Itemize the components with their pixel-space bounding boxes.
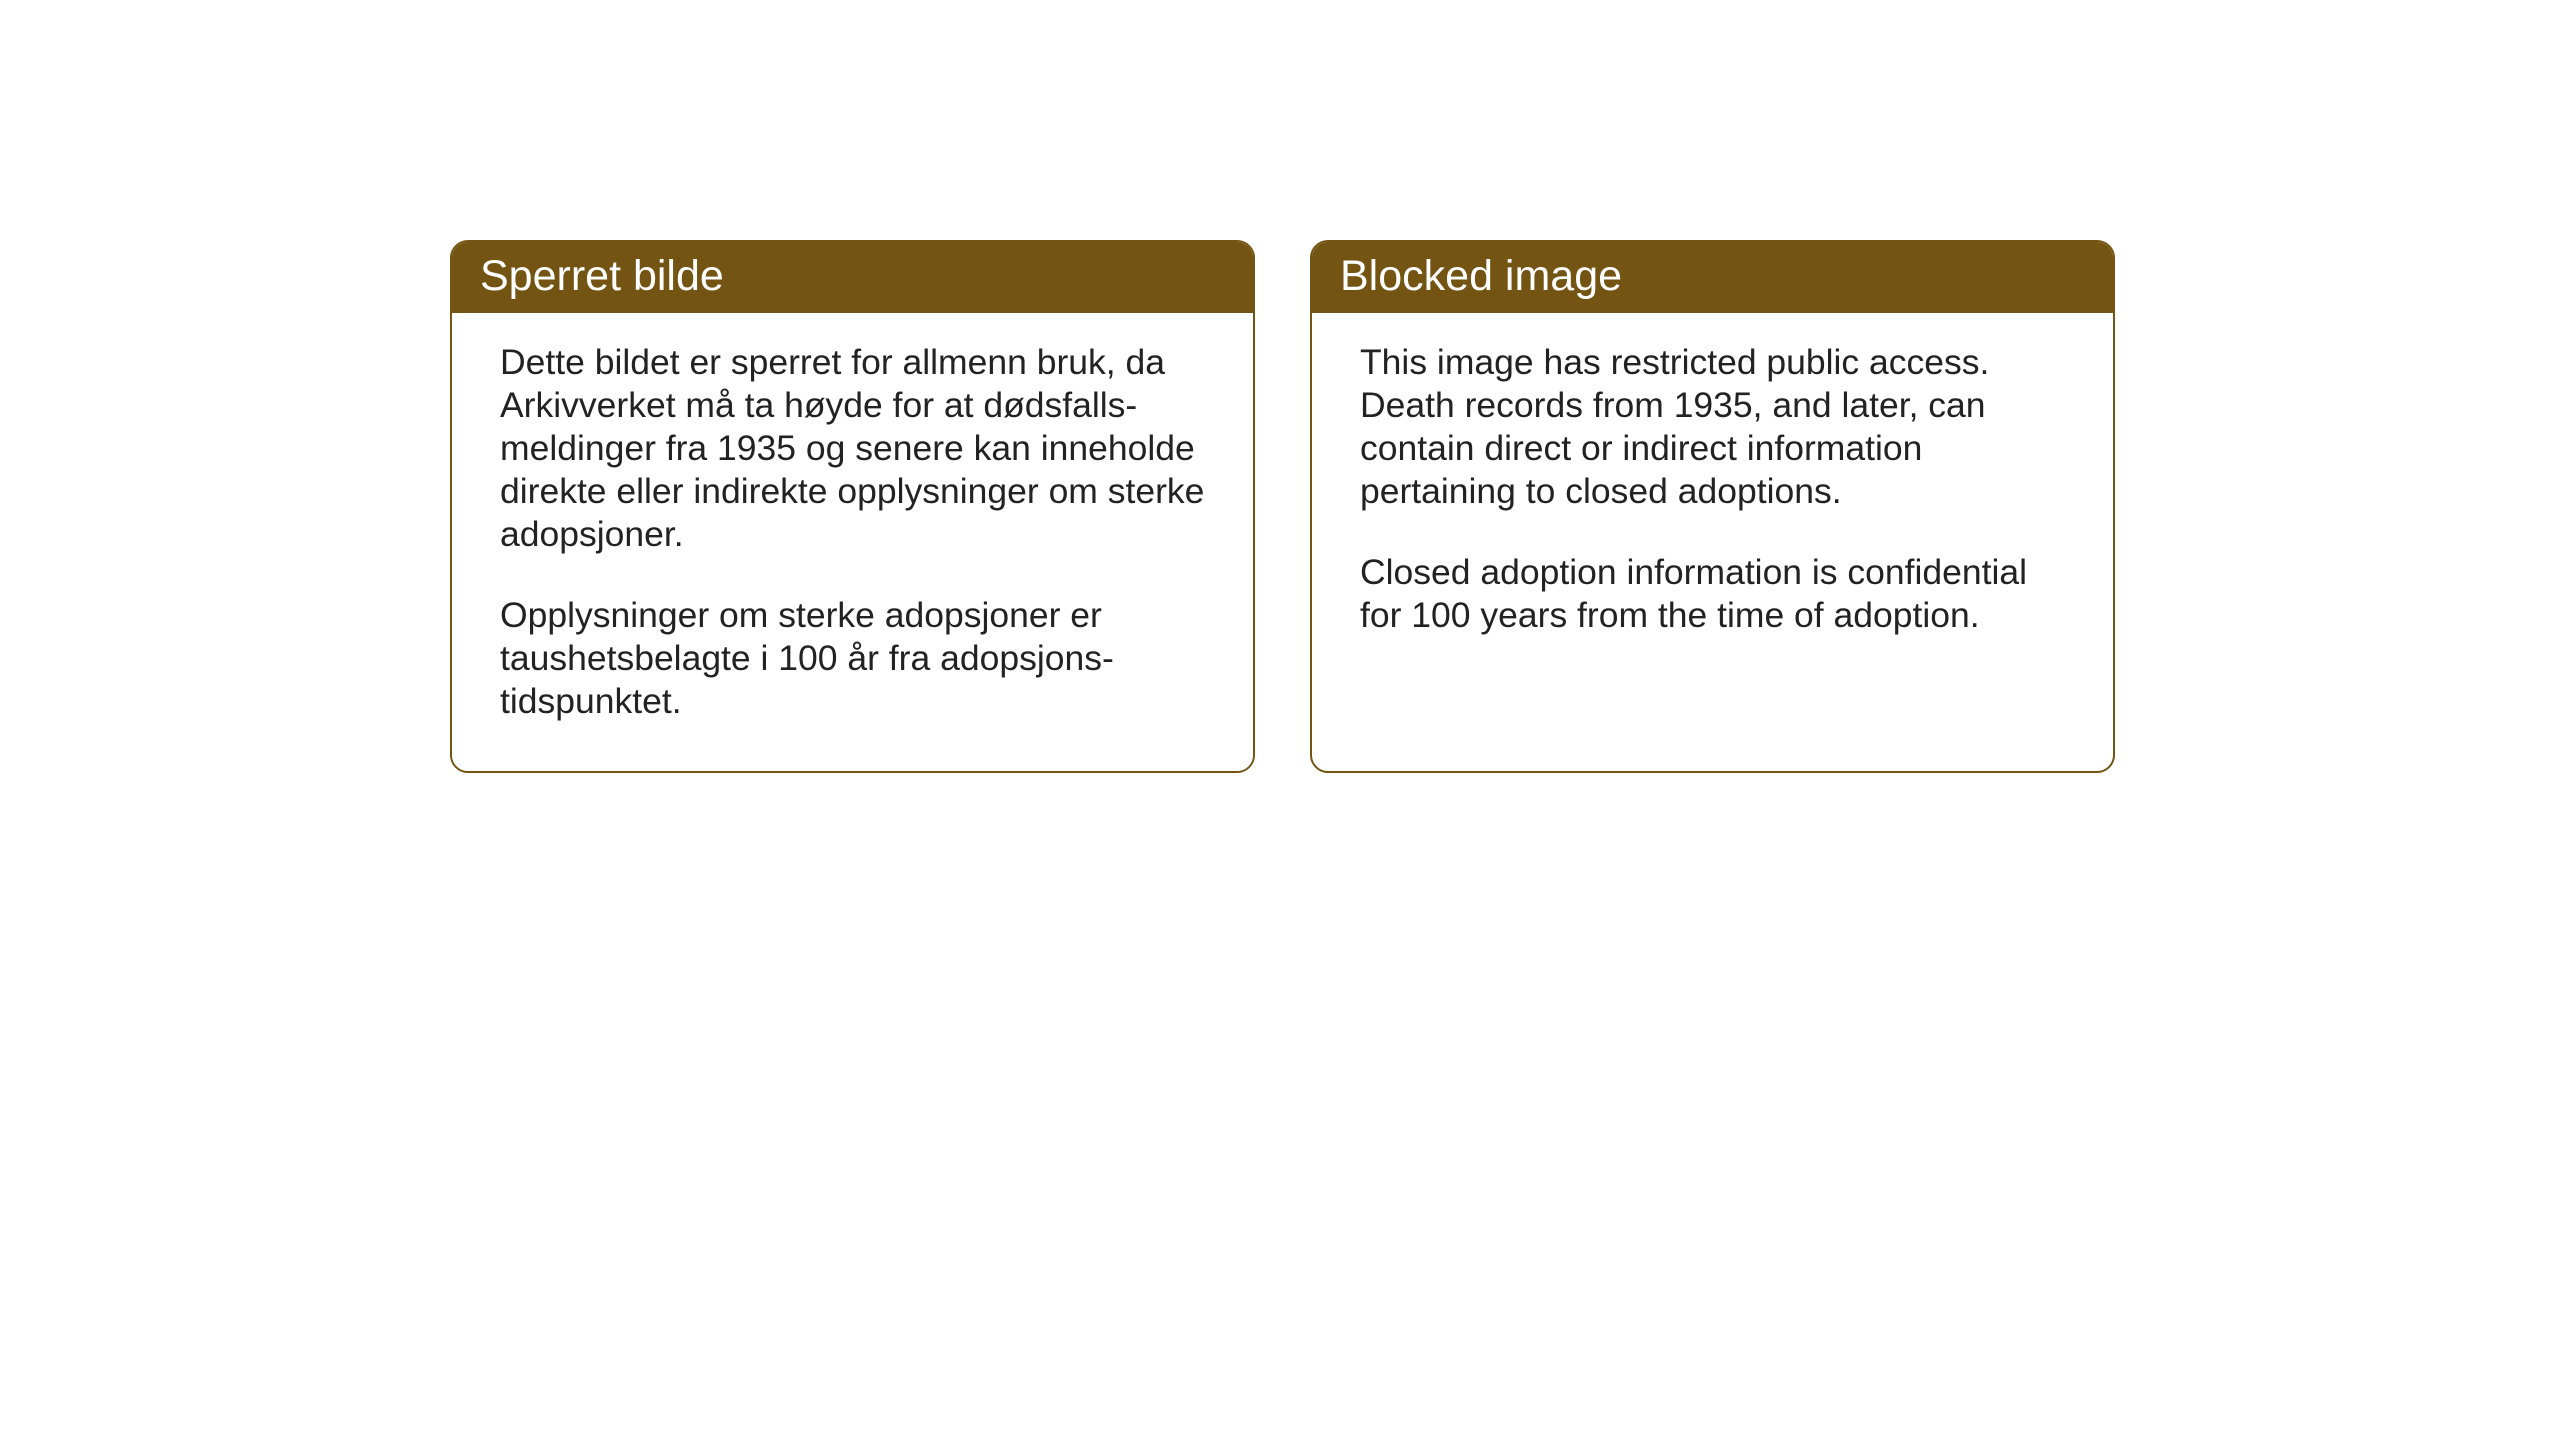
card-english: Blocked image This image has restricted … [1310,240,2115,773]
card-english-title: Blocked image [1340,252,1622,300]
card-english-paragraph-2: Closed adoption information is confident… [1360,551,2065,637]
card-norwegian-paragraph-1: Dette bildet er sperret for allmenn bruk… [500,341,1205,556]
card-norwegian-header: Sperret bilde [452,242,1253,313]
card-norwegian-title: Sperret bilde [480,252,724,300]
card-english-paragraph-1: This image has restricted public access.… [1360,341,2065,513]
card-norwegian-paragraph-2: Opplysninger om sterke adopsjoner er tau… [500,594,1205,723]
cards-container: Sperret bilde Dette bildet er sperret fo… [450,240,2115,773]
card-english-body: This image has restricted public access.… [1312,313,2113,685]
card-norwegian: Sperret bilde Dette bildet er sperret fo… [450,240,1255,773]
card-norwegian-body: Dette bildet er sperret for allmenn bruk… [452,313,1253,771]
card-english-header: Blocked image [1312,242,2113,313]
